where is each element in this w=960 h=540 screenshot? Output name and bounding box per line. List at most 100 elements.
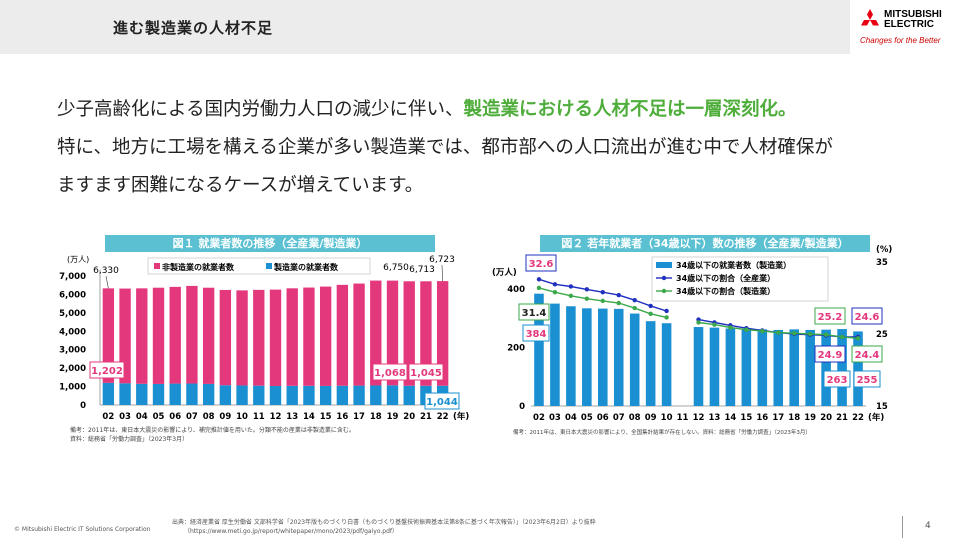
chart1-x-tick: 02	[102, 412, 114, 422]
chart2-y2-tick: 35	[876, 258, 888, 268]
chart2-bar	[741, 329, 752, 406]
chart2-x-tick: 05	[581, 413, 593, 423]
chart1-bar-manufacturing	[152, 383, 165, 405]
chart2-bar-label: 255	[857, 375, 878, 386]
chart2-pct-label: 25.2	[818, 312, 843, 323]
chart1-bar-nonmanufacturing	[370, 280, 382, 386]
chart1-y-tick: 3,000	[59, 346, 86, 356]
chart1-x-tick: 11	[253, 412, 265, 422]
page-number: 4	[925, 521, 931, 531]
chart1-x-tick: 06	[169, 412, 181, 422]
chart1-note: 資料：総務省「労働力調査」（2023年3月）	[70, 435, 188, 443]
header-bar	[0, 0, 850, 54]
chart1-note: 備考：2011年は、東日本大震災の影響により、補完推計値を用いた。分類不能の産業…	[70, 426, 355, 434]
chart2-point-mfg	[792, 331, 797, 336]
chart1-y-tick: 4,000	[59, 327, 86, 337]
intro-line-1: 少子高齢化による国内労働力人口の減少に伴い、製造業における人材不足は一層深刻化。	[57, 99, 797, 120]
chart1-bar-nonmanufacturing	[319, 286, 332, 386]
chart1-year-label: (年)	[453, 411, 469, 422]
chart2-legend-swatch	[656, 262, 672, 268]
chart1-bar-manufacturing	[286, 385, 298, 405]
chart2-pct-label: 24.4	[855, 350, 880, 361]
chart1-bar-nonmanufacturing	[186, 285, 198, 384]
chart2-x-tick: 15	[740, 413, 752, 423]
chart1-bar-manufacturing	[386, 385, 399, 405]
chart1-unit-label: (万人)	[67, 255, 89, 264]
brand-tagline: Changes for the Better	[860, 36, 941, 45]
chart2-point-all	[632, 297, 637, 303]
chart1-bar-nonmanufacturing	[119, 288, 131, 384]
source-note: 出典：経済産業省 厚生労働省 文部科学省「2023年版ものづくり白書（ものづくり…	[172, 519, 596, 535]
chart2-bar-label-box	[522, 324, 550, 342]
chart2-legend-item: 34歳以下の割合（全産業）	[676, 273, 775, 283]
chart2-point-mfg	[823, 332, 829, 337]
chart1-total-label: 6,723	[429, 255, 455, 265]
chart2-bar-label-box	[853, 370, 881, 388]
chart1-bar-nonmanufacturing	[152, 287, 165, 384]
chart2-point-mfg	[584, 296, 590, 301]
chart2-bar	[613, 308, 624, 406]
chart1-bar-manufacturing	[169, 383, 181, 405]
chart2-point-all	[648, 303, 653, 309]
chart1-x-tick: 03	[119, 412, 131, 422]
chart1-bar-manufacturing	[303, 385, 315, 405]
intro-line-3: ますます困難になるケースが増えています。	[57, 175, 424, 196]
chart2-bar	[853, 331, 863, 406]
chart1-bar-nonmanufacturing	[420, 281, 432, 386]
chart2-y2-tick: 25	[876, 330, 888, 340]
chart2-x-tick: 04	[565, 413, 577, 423]
chart2-bar	[582, 308, 592, 406]
chart2-legend-item: 34歳以下の就業者数（製造業）	[676, 260, 791, 270]
chart2-x-tick: 08	[629, 413, 641, 423]
chart1-bar-nonmanufacturing	[236, 290, 248, 386]
chart1-y-tick: 7,000	[59, 272, 86, 282]
chart1-x-tick: 10	[236, 412, 248, 422]
chart1-mfg-label-box	[89, 361, 125, 379]
chart2-bar	[598, 308, 608, 406]
chart1-bar-manufacturing	[253, 385, 265, 405]
chart2-legend-marker	[661, 275, 667, 281]
chart2-bar-label: 384	[526, 329, 547, 340]
chart2-x-tick: 10	[661, 413, 673, 423]
chart1-bar-manufacturing	[119, 383, 131, 405]
intro-line-2: 特に、地方に工場を構える企業が多い製造業では、都市部への人口流出が進む中で人材確…	[57, 137, 833, 158]
chart2-x-tick: 14	[724, 413, 736, 423]
chart2-x-tick: 19	[804, 413, 816, 423]
chart2-pct-label: 32.6	[529, 259, 554, 270]
chart2-point-mfg	[600, 298, 605, 304]
chart1-x-tick: 13	[286, 412, 298, 422]
chart1-x-tick: 16	[336, 412, 348, 422]
chart2-y-tick: 0	[519, 402, 525, 412]
chart2-y-tick: 200	[507, 344, 525, 354]
chart2-unit-label: (万人)	[492, 267, 517, 278]
chart2-point-mfg	[536, 285, 542, 291]
chart1-mfg-label: 1,044	[426, 397, 458, 408]
chart1-y-tick: 0	[80, 401, 86, 411]
chart1-x-tick: 15	[320, 412, 332, 422]
chart2-pct-label: 24.6	[855, 312, 880, 323]
chart1-bar-manufacturing	[403, 385, 415, 405]
chart2-y-tick: 400	[507, 285, 525, 295]
chart2-legend-marker	[661, 288, 667, 294]
chart2-x-tick: 12	[693, 413, 705, 423]
three-diamonds-icon	[861, 9, 879, 26]
chart2-point-mfg	[664, 315, 669, 320]
chart1-y-tick: 5,000	[59, 309, 86, 319]
chart2-legend	[651, 256, 829, 302]
chart2-pct-label-box	[851, 307, 883, 325]
chart2-point-mfg	[648, 311, 653, 317]
chart1-total-label: 6,330	[93, 266, 119, 276]
chart1-bar-nonmanufacturing	[202, 287, 215, 384]
chart2-point-mfg	[776, 330, 781, 335]
chart2-bar	[661, 323, 672, 406]
chart2-legend-item: 34歳以下の割合（製造業）	[676, 286, 775, 296]
chart1-bar-manufacturing	[136, 383, 148, 405]
chart1-legend	[147, 257, 371, 275]
chart2-x-tick: 06	[597, 413, 609, 423]
chart2-bar	[757, 329, 768, 406]
chart2-pct-label-box	[814, 345, 846, 363]
chart2-point-all	[600, 290, 605, 295]
copyright: © Mitsubishi Electric IT Solutions Corpo…	[14, 526, 151, 533]
chart1-y-tick: 6,000	[59, 290, 86, 300]
chart1-bar-manufacturing	[336, 385, 349, 405]
